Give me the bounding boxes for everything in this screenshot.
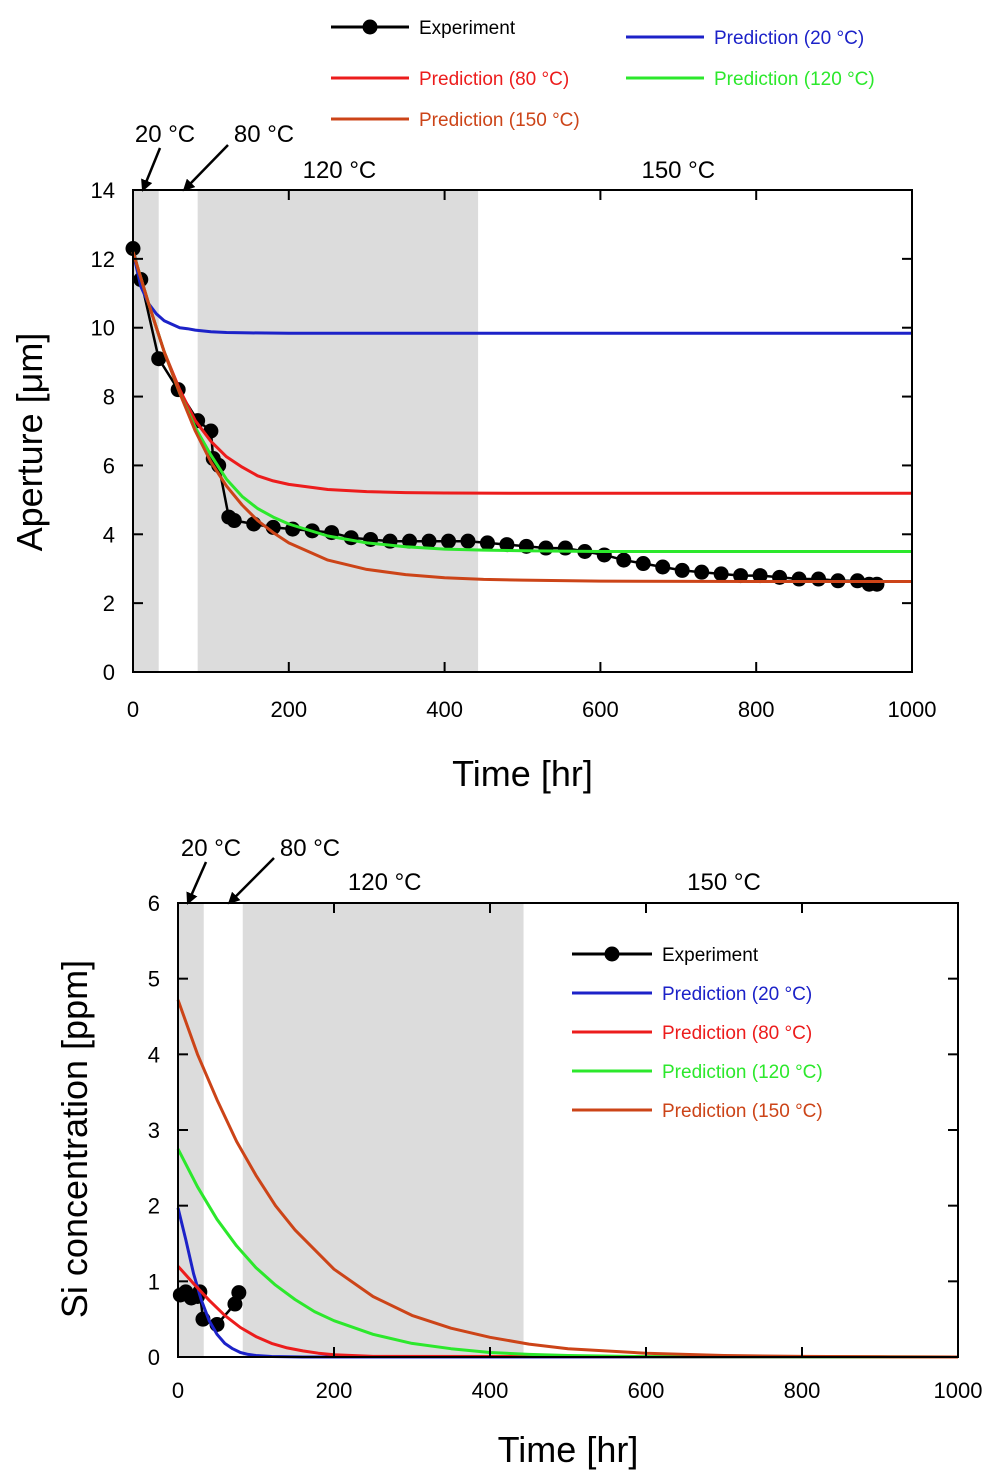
plot-frame xyxy=(132,189,913,673)
data-point xyxy=(655,559,671,575)
data-point xyxy=(694,564,710,580)
y-axis-title: Aperture [μm] xyxy=(9,333,50,552)
y-tick-label: 12 xyxy=(91,247,115,272)
legend-marker xyxy=(362,19,378,35)
data-point xyxy=(460,533,476,549)
shaded-region xyxy=(197,190,479,672)
data-point xyxy=(811,571,827,587)
data-point xyxy=(231,1285,247,1301)
x-tick-label: 800 xyxy=(784,1378,821,1403)
temperature-label: 150 °C xyxy=(687,869,761,896)
shaded-region xyxy=(242,903,524,1357)
temperature-arrow xyxy=(141,147,162,192)
y-tick-label: 8 xyxy=(103,385,115,410)
temperature-label: 120 °C xyxy=(348,869,422,896)
x-axis-title: Time [hr] xyxy=(498,1429,639,1470)
data-point xyxy=(752,568,768,584)
series-line-prediction-150-c xyxy=(176,999,959,1359)
legend-label-experiment: Experiment xyxy=(662,945,759,966)
series-line-prediction-150-c xyxy=(131,251,912,583)
x-axis-title: Time [hr] xyxy=(452,753,593,794)
temperature-arrow xyxy=(227,857,275,905)
data-point xyxy=(538,540,554,556)
data-point xyxy=(151,351,167,367)
data-point xyxy=(226,513,242,529)
legend-label-prediction-20-c: Prediction (20 °C) xyxy=(662,984,812,1005)
temperature-label: 150 °C xyxy=(641,157,715,184)
temperature-label: 20 °C xyxy=(135,121,195,148)
x-tick-label: 0 xyxy=(172,1378,184,1403)
data-point xyxy=(227,1296,243,1312)
data-point xyxy=(499,537,515,553)
temperature-arrow xyxy=(182,144,229,192)
temperature-label: 80 °C xyxy=(234,121,294,148)
y-tick-label: 4 xyxy=(103,522,115,547)
legend-label-experiment: Experiment xyxy=(419,18,516,39)
y-tick-label: 1 xyxy=(148,1269,160,1294)
temperature-label: 80 °C xyxy=(280,835,340,862)
data-point xyxy=(674,562,690,578)
y-tick-label: 5 xyxy=(148,967,160,992)
data-point xyxy=(402,533,418,549)
y-tick-label: 6 xyxy=(103,453,115,478)
x-tick-label: 600 xyxy=(582,697,619,722)
data-point xyxy=(713,566,729,582)
y-tick-label: 6 xyxy=(148,891,160,916)
legend-label-prediction-80-c: Prediction (80 °C) xyxy=(662,1023,812,1044)
y-tick-label: 10 xyxy=(91,316,115,341)
legend-label-prediction-20-c: Prediction (20 °C) xyxy=(714,28,864,49)
y-tick-label: 4 xyxy=(148,1042,160,1067)
legend-label-prediction-120-c: Prediction (120 °C) xyxy=(714,69,875,90)
series-line-prediction-120-c xyxy=(176,1148,959,1359)
data-point xyxy=(557,540,573,556)
data-point xyxy=(791,571,807,587)
x-tick-label: 0 xyxy=(127,697,139,722)
x-tick-label: 400 xyxy=(426,697,463,722)
legend-label-prediction-150-c: Prediction (150 °C) xyxy=(662,1101,823,1122)
x-tick-label: 400 xyxy=(472,1378,509,1403)
y-axis-title: Si concentration [ppm] xyxy=(54,960,95,1318)
data-point xyxy=(869,576,885,592)
temperature-arrow xyxy=(186,861,208,905)
data-point xyxy=(479,535,495,551)
legend-label-prediction-120-c: Prediction (120 °C) xyxy=(662,1062,823,1083)
data-point xyxy=(733,568,749,584)
y-tick-label: 2 xyxy=(148,1194,160,1219)
y-tick-label: 2 xyxy=(103,591,115,616)
data-point xyxy=(440,533,456,549)
data-point xyxy=(635,556,651,572)
data-point xyxy=(596,547,612,563)
aperture-chart: 0 200 400 600 800 1000 0 2 4 6 8 10 12 14 Time [hr] Ape… xyxy=(9,18,936,794)
x-tick-label: 1000 xyxy=(934,1378,983,1403)
data-point xyxy=(616,552,632,568)
legend-label-prediction-80-c: Prediction (80 °C) xyxy=(419,69,569,90)
x-tick-label: 200 xyxy=(316,1378,353,1403)
temperature-label: 20 °C xyxy=(181,835,241,862)
temperature-label: 120 °C xyxy=(303,157,377,184)
x-tick-label: 1000 xyxy=(888,697,937,722)
x-tick-label: 600 xyxy=(628,1378,665,1403)
data-point xyxy=(421,533,437,549)
x-tick-label: 800 xyxy=(738,697,775,722)
x-tick-label: 200 xyxy=(270,697,307,722)
legend-label-prediction-150-c: Prediction (150 °C) xyxy=(419,110,580,131)
series-line-prediction-20-c xyxy=(131,251,912,335)
y-tick-label: 0 xyxy=(148,1345,160,1370)
y-tick-label: 0 xyxy=(103,660,115,685)
y-tick-label: 14 xyxy=(91,178,115,203)
si-concentration-chart: 0 200 400 600 800 1000 0 1 2 3 4 5 6 Time [hr] Si conc… xyxy=(54,835,982,1470)
y-tick-label: 3 xyxy=(148,1118,160,1143)
legend-marker xyxy=(604,946,620,962)
